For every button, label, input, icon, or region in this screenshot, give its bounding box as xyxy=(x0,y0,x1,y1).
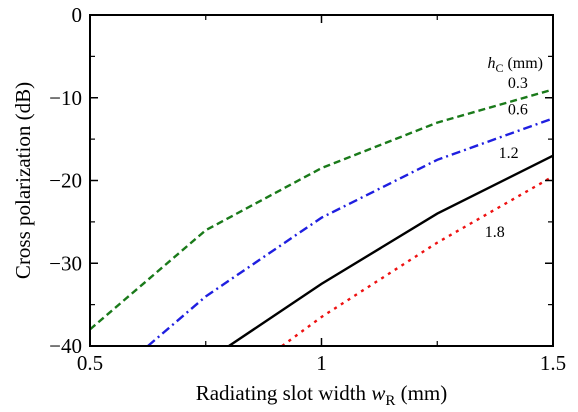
series-label-1-8: 1.8 xyxy=(485,224,505,241)
series-label-1-2: 1.2 xyxy=(499,145,519,162)
x-tick-label: 1 xyxy=(316,351,327,375)
series-labels: 0.3 0.6 1.2 1.8 xyxy=(485,75,528,241)
ticks-layer: 0.5 1 1.5 0 −10 −20 −30 −40 xyxy=(49,3,566,375)
series-line-0-3 xyxy=(90,88,553,331)
series-label-0-6: 0.6 xyxy=(508,102,528,119)
x-axis-symbol: w xyxy=(371,381,385,405)
plot-frame xyxy=(89,14,554,347)
x-tick-label: 1.5 xyxy=(540,351,566,375)
y-tick-label: −10 xyxy=(49,86,82,110)
series-layer xyxy=(90,88,553,346)
y-tick-label: 0 xyxy=(72,3,83,27)
x-axis-title: Radiating slot width wR (mm) xyxy=(196,381,448,409)
series-line-1-8 xyxy=(281,175,553,346)
x-axis-title-text: Radiating slot width xyxy=(196,381,367,405)
series-line-1-2 xyxy=(228,154,553,346)
x-tick-label: 0.5 xyxy=(77,351,103,375)
y-tick-label: −30 xyxy=(49,251,82,275)
y-tick-label: −40 xyxy=(49,334,82,358)
legend-title-unit: (mm) xyxy=(503,55,543,72)
legend-title-symbol: h xyxy=(487,55,495,72)
x-axis-unit: (mm) xyxy=(395,381,447,405)
legend-title-subscript: C xyxy=(495,61,503,75)
y-tick-label: −20 xyxy=(49,169,82,193)
series-line-0-6 xyxy=(147,117,553,346)
series-label-0-3: 0.3 xyxy=(508,75,528,92)
y-axis-title: Cross polarization (dB) xyxy=(11,82,35,279)
x-axis-symbol-subscript: R xyxy=(385,393,395,409)
legend-title: hC (mm) xyxy=(487,55,543,75)
